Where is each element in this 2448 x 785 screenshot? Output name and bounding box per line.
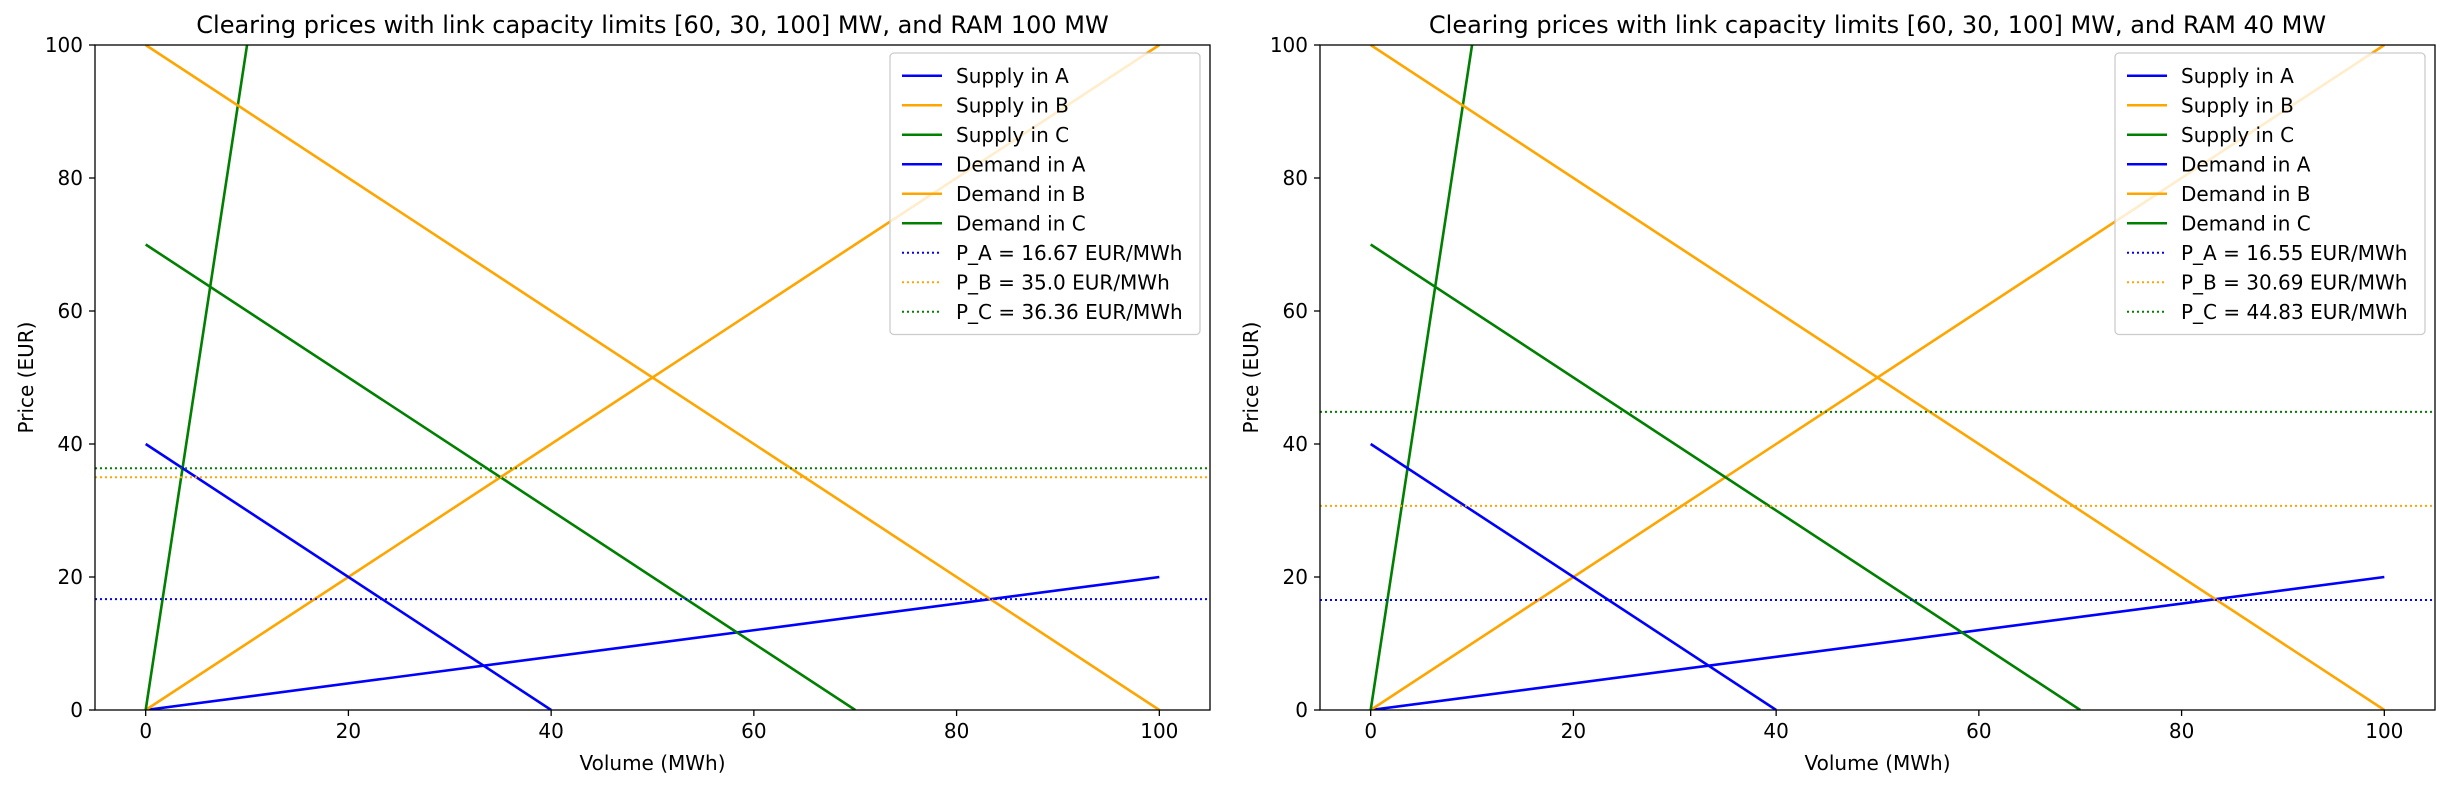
legend-label: Demand in B xyxy=(2181,182,2310,206)
legend-label: Demand in A xyxy=(956,152,1086,176)
legend-label: P_A = 16.55 EUR/MWh xyxy=(2181,241,2407,265)
x-tick-label: 20 xyxy=(1561,719,1586,743)
legend-label: Supply in B xyxy=(956,93,1069,117)
x-tick-label: 20 xyxy=(336,719,361,743)
x-tick-label: 40 xyxy=(1763,719,1788,743)
legend-label: P_C = 44.83 EUR/MWh xyxy=(2181,300,2408,324)
legend-label: P_B = 35.0 EUR/MWh xyxy=(956,270,1170,294)
y-tick-label: 60 xyxy=(58,299,83,323)
series-supply-in-c xyxy=(1369,45,1474,710)
y-tick-label: 100 xyxy=(1270,33,1308,57)
x-tick-label: 80 xyxy=(2169,719,2194,743)
y-tick-label: 0 xyxy=(70,698,83,722)
legend-label: Demand in A xyxy=(2181,152,2311,176)
legend-label: Supply in C xyxy=(956,123,1069,147)
legend-label: Supply in C xyxy=(2181,123,2294,147)
legend-box xyxy=(889,52,1201,336)
y-tick-label: 60 xyxy=(1283,299,1308,323)
y-tick-label: 80 xyxy=(58,166,83,190)
x-tick-label: 0 xyxy=(139,719,152,743)
legend-item: P_C = 36.36 EUR/MWh xyxy=(902,300,1183,324)
legend-item: Demand in B xyxy=(902,182,1085,206)
legend-item: Supply in C xyxy=(2127,123,2294,147)
legend-item: P_B = 30.69 EUR/MWh xyxy=(2127,270,2407,294)
x-axis-label: Volume (MWh) xyxy=(1804,751,1950,775)
series-supply-in-c xyxy=(144,45,249,710)
legend-item: Demand in C xyxy=(902,211,1086,235)
legend-label: P_A = 16.67 EUR/MWh xyxy=(956,241,1182,265)
y-tick-label: 20 xyxy=(58,565,83,589)
y-axis-label: Price (EUR) xyxy=(1239,322,1263,434)
x-tick-label: 100 xyxy=(1140,719,1178,743)
y-tick-label: 40 xyxy=(1283,432,1308,456)
x-tick-label: 80 xyxy=(944,719,969,743)
x-tick-label: 60 xyxy=(741,719,766,743)
x-tick-label: 100 xyxy=(2365,719,2403,743)
legend-box xyxy=(2114,52,2426,336)
chart-title: Clearing prices with link capacity limit… xyxy=(196,11,1108,39)
legend-item: Demand in B xyxy=(2127,182,2310,206)
legend-label: Supply in A xyxy=(2181,64,2294,88)
x-tick-label: 60 xyxy=(1966,719,1991,743)
legend-label: P_B = 30.69 EUR/MWh xyxy=(2181,270,2407,294)
legend-item: Supply in B xyxy=(902,93,1069,117)
y-tick-label: 100 xyxy=(45,33,83,57)
legend-item: P_C = 44.83 EUR/MWh xyxy=(2127,300,2408,324)
legend-label: P_C = 36.36 EUR/MWh xyxy=(956,300,1183,324)
legend-item: Demand in A xyxy=(2127,152,2311,176)
series-demand-in-c xyxy=(1369,243,2081,710)
series-supply-in-a xyxy=(1370,575,2385,710)
legend-label: Demand in C xyxy=(2181,211,2311,235)
legend-item: Supply in A xyxy=(2127,64,2294,88)
legend: Supply in A Supply in B Supply in C Demand … xyxy=(889,52,1201,336)
legend-label: Supply in B xyxy=(2181,93,2294,117)
y-tick-label: 40 xyxy=(58,432,83,456)
axes-frame xyxy=(94,44,1211,711)
legend-item: Demand in C xyxy=(2127,211,2311,235)
legend-label: Supply in A xyxy=(956,64,1069,88)
legend-item: Supply in A xyxy=(902,64,1069,88)
x-tick-label: 40 xyxy=(538,719,563,743)
series-demand-in-a xyxy=(1369,442,1777,710)
legend-label: Demand in C xyxy=(956,211,1086,235)
y-tick-label: 80 xyxy=(1283,166,1308,190)
axes-frame xyxy=(1319,44,2436,711)
y-axis-label: Price (EUR) xyxy=(14,322,38,434)
legend-label: Demand in B xyxy=(956,182,1085,206)
x-tick-label: 0 xyxy=(1364,719,1377,743)
series-supply-in-a xyxy=(145,575,1160,710)
legend: Supply in A Supply in B Supply in C Demand … xyxy=(2114,52,2426,336)
x-axis-label: Volume (MWh) xyxy=(579,751,725,775)
chart-left: Clearing prices with link capacity limit… xyxy=(14,11,1211,775)
legend-item: Supply in C xyxy=(902,123,1069,147)
y-tick-label: 0 xyxy=(1295,698,1308,722)
y-tick-label: 20 xyxy=(1283,565,1308,589)
legend-item: P_A = 16.55 EUR/MWh xyxy=(2127,241,2407,265)
chart-title: Clearing prices with link capacity limit… xyxy=(1429,11,2326,39)
legend-item: P_A = 16.67 EUR/MWh xyxy=(902,241,1182,265)
legend-item: P_B = 35.0 EUR/MWh xyxy=(902,270,1170,294)
series-demand-in-a xyxy=(144,442,552,710)
chart-right: Clearing prices with link capacity limit… xyxy=(1239,11,2436,775)
legend-item: Demand in A xyxy=(902,152,1086,176)
legend-item: Supply in B xyxy=(2127,93,2294,117)
